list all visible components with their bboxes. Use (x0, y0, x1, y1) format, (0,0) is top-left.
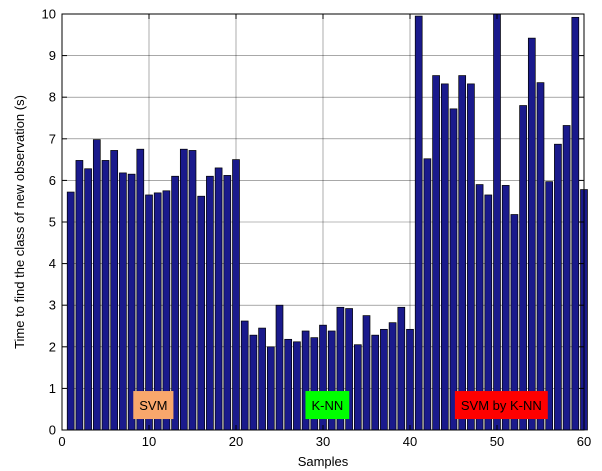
x-axis-ticks: 0 10 20 30 40 50 60 (58, 14, 591, 449)
bar (536, 82, 545, 431)
bar (440, 83, 449, 431)
bar (284, 338, 293, 431)
y-tick-label: 10 (42, 7, 56, 22)
y-tick-label: 5 (49, 215, 56, 230)
bar (519, 105, 527, 431)
y-tick-label: 6 (49, 173, 56, 188)
bar (223, 175, 232, 431)
bar (467, 83, 475, 431)
annotation-label: SVM by K-NN (461, 398, 542, 413)
bar (362, 315, 371, 431)
bar (232, 159, 240, 431)
bar (119, 172, 127, 431)
x-tick-label: 40 (403, 434, 417, 449)
bar (136, 148, 145, 431)
x-tick-label: 10 (142, 434, 156, 449)
bar (406, 328, 414, 431)
bar (423, 158, 432, 431)
x-tick-label: 60 (577, 434, 591, 449)
bar (527, 37, 536, 431)
annotation-box: SVM (133, 391, 174, 420)
bar (84, 168, 92, 431)
bar (110, 150, 119, 431)
bar (414, 15, 423, 431)
annotation-box: SVM by K-NN (454, 391, 548, 420)
bar (293, 341, 301, 431)
annotation-box: K-NN (305, 391, 350, 420)
annotation-label: SVM (139, 398, 167, 413)
bar (353, 344, 362, 431)
bar (397, 306, 406, 431)
bar (449, 108, 458, 431)
x-tick-label: 30 (316, 434, 330, 449)
bar (493, 13, 501, 431)
y-tick-label: 7 (49, 131, 56, 146)
bar (214, 167, 223, 431)
y-tick-label: 1 (49, 381, 56, 396)
bar (266, 346, 275, 431)
x-tick-label: 20 (229, 434, 243, 449)
bar (554, 143, 562, 431)
y-tick-label: 4 (49, 256, 56, 271)
y-tick-label: 3 (49, 298, 56, 313)
bar (571, 16, 580, 431)
bar (380, 328, 388, 431)
bar (188, 150, 197, 431)
bar (562, 125, 571, 431)
bar (249, 334, 258, 431)
bar (92, 139, 101, 431)
y-tick-label: 2 (49, 339, 56, 354)
x-axis-label: Samples (298, 454, 349, 469)
y-axis-label: Time to find the class of new observatio… (12, 95, 27, 349)
bar (75, 160, 84, 431)
bar (458, 75, 467, 431)
y-axis-ticks: 0 1 2 3 4 5 6 7 8 9 10 (42, 7, 584, 438)
y-tick-label: 0 (49, 423, 56, 438)
bar (240, 320, 249, 431)
bar (197, 195, 206, 431)
bar (388, 322, 397, 431)
bar (101, 160, 110, 431)
x-tick-label: 50 (490, 434, 504, 449)
y-tick-label: 9 (49, 48, 56, 63)
bar (66, 191, 75, 431)
annotation-background (133, 391, 174, 420)
annotation-label: K-NN (311, 398, 343, 413)
bar (206, 175, 214, 431)
bar (371, 334, 380, 431)
y-tick-label: 8 (49, 90, 56, 105)
bar (432, 75, 440, 431)
annotations: SVM K-NN SVM by K-NN (133, 391, 548, 420)
annotation-background (454, 391, 548, 420)
bar (275, 304, 284, 431)
bar (179, 148, 188, 431)
annotation-background (305, 391, 350, 420)
bar (258, 327, 266, 431)
x-tick-label: 0 (58, 434, 65, 449)
